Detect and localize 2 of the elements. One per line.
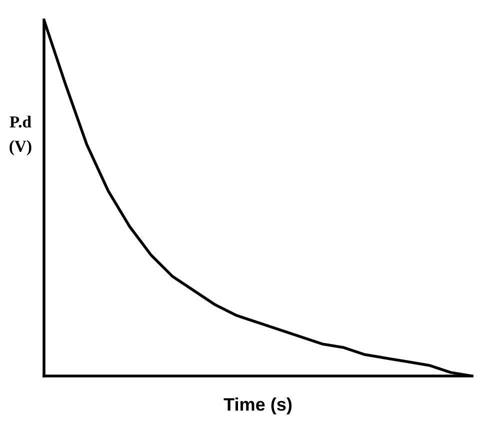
x-axis-title: Time (s) <box>224 398 292 414</box>
y-axis-title: P.d (V) <box>10 116 32 156</box>
